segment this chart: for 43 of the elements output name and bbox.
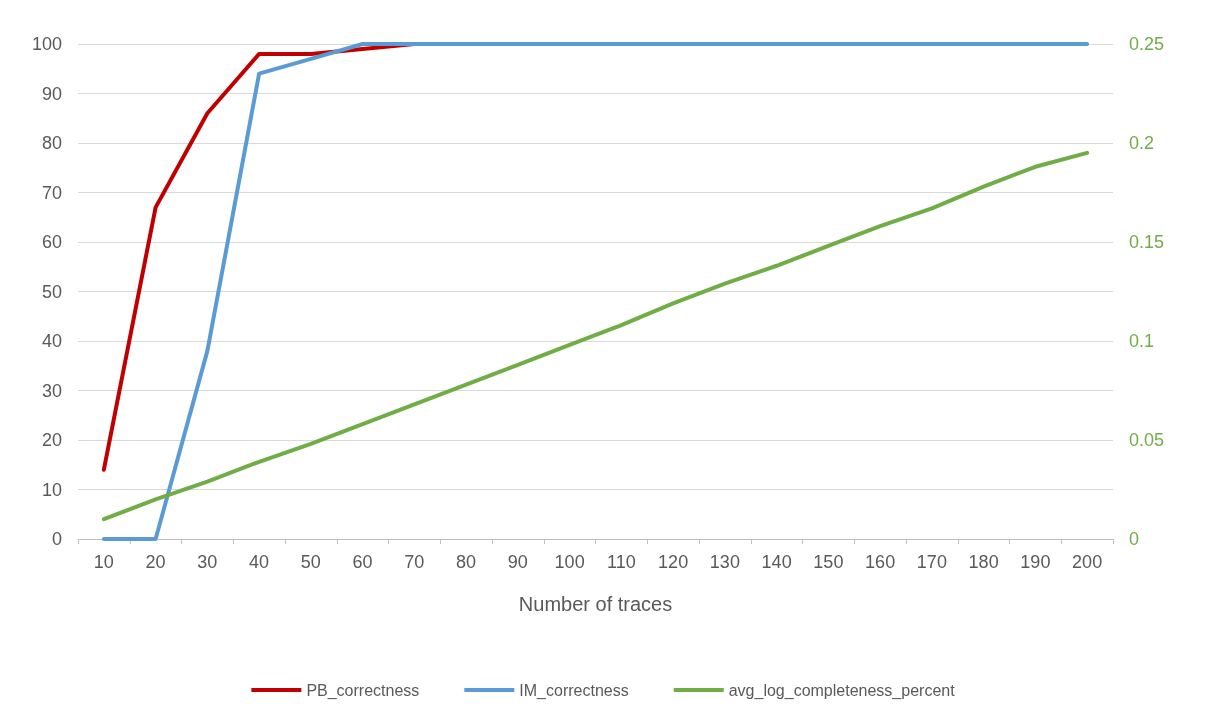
- legend-label: PB_correctness: [306, 681, 420, 700]
- x-tick-label: 200: [1072, 552, 1103, 572]
- y2-tick-label: 0.25: [1129, 34, 1165, 54]
- x-tick-label: 70: [404, 552, 425, 572]
- y2-tick-label: 0.05: [1129, 430, 1165, 450]
- x-tick-label: 140: [761, 552, 792, 572]
- y2-tick-label: 0.2: [1129, 133, 1155, 153]
- y-tick-label: 90: [41, 83, 62, 104]
- y2-tick-label: 0.15: [1129, 232, 1165, 252]
- y2-tick-label: 0: [1129, 529, 1140, 549]
- y-tick-label: 30: [41, 380, 62, 401]
- legend-label: avg_log_completeness_percent: [728, 681, 956, 700]
- line-series: [101, 42, 1090, 541]
- x-tick-label: 190: [1020, 552, 1051, 572]
- x-tick-label: 10: [93, 552, 114, 572]
- x-tick-label: 170: [916, 552, 947, 572]
- y2-tick-label: 0.1: [1129, 331, 1155, 351]
- x-tick-label: 100: [554, 552, 585, 572]
- y-tick-label: 70: [41, 182, 62, 203]
- x-tick-label: 90: [507, 552, 528, 572]
- y-tick-label: 0: [51, 529, 62, 549]
- x-tick-label: 130: [709, 552, 740, 572]
- x-tick-label: 40: [249, 552, 270, 572]
- x-tick-label: 120: [658, 552, 689, 572]
- x-tick-label: 50: [300, 552, 321, 572]
- x-tick-label: 180: [968, 552, 999, 572]
- y-tick-label: 50: [41, 281, 62, 302]
- y-tick-label: 20: [41, 430, 62, 450]
- x-tick-label: 20: [145, 552, 166, 572]
- x-axis-title: Number of traces: [518, 593, 673, 615]
- x-tick-label: 110: [607, 552, 636, 572]
- x-tick-label: 160: [865, 552, 896, 572]
- y-tick-label: 100: [31, 34, 62, 54]
- legend-label: IM_correctness: [519, 681, 629, 700]
- line-series: [101, 150, 1090, 522]
- x-tick-label: 30: [197, 552, 218, 572]
- y-tick-label: 10: [41, 479, 62, 500]
- x-tick-label: 80: [456, 552, 477, 572]
- y-tick-label: 80: [41, 133, 62, 153]
- y-tick-label: 40: [41, 331, 62, 351]
- x-tick-label: 150: [813, 552, 844, 572]
- y-tick-label: 60: [41, 232, 62, 252]
- x-tick-label: 60: [352, 552, 373, 572]
